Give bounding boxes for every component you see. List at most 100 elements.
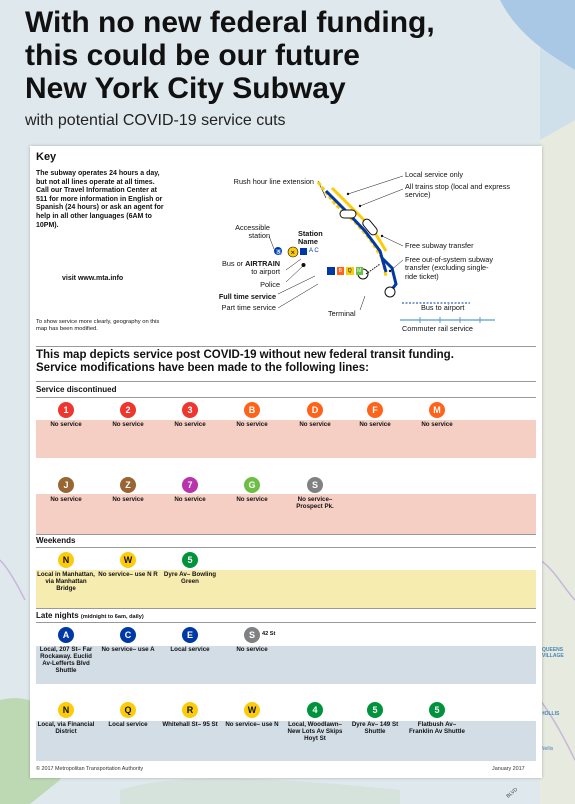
- late-nights-band-1: [36, 646, 536, 684]
- line-bullet-icon: N: [58, 552, 74, 568]
- line-service-description: No service: [359, 421, 391, 428]
- line-service-description: Dyre Av– 149 St Shuttle: [351, 721, 399, 735]
- divider: [36, 397, 536, 398]
- key-label-bus-airtrain: Bus or AIRTRAIN to airport: [222, 259, 280, 277]
- service-line-z: Z No service: [97, 477, 159, 503]
- line-service-description: Local, 207 St– Far Rockaway. Euclid Av-L…: [39, 646, 93, 674]
- line-service-description: No service– use N R: [98, 571, 158, 578]
- divider: [36, 346, 536, 347]
- service-line-a: A Local, 207 St– Far Rockaway. Euclid Av-…: [35, 627, 97, 674]
- line-service-description: Local, Woodlawn– New Lots Av Skips Hoyt …: [287, 721, 343, 742]
- key-label-bus-airport: Bus to airport: [421, 303, 465, 312]
- line-bullet-icon: 4: [307, 702, 323, 718]
- svg-text:✕: ✕: [290, 250, 295, 256]
- line-bullet-icon: F: [367, 402, 383, 418]
- key-terminal-bullets: B Q M: [327, 267, 363, 276]
- line-bullet-icon: D: [307, 402, 323, 418]
- headline: With no new federal funding, this could …: [25, 6, 565, 131]
- line-service-description: No service– Prospect Pk.: [296, 496, 334, 510]
- line-bullet-icon: E: [182, 627, 198, 643]
- key-label-full-time: Full time service: [218, 292, 276, 301]
- line-bullet-icon: 5: [429, 702, 445, 718]
- line-service-description: No service: [236, 421, 268, 428]
- key-label-out-of-system: Free out-of-system subway transfer (excl…: [405, 255, 493, 281]
- line-bullet-icon: S: [244, 627, 260, 643]
- headline-line-1: With no new federal funding,: [25, 6, 435, 39]
- service-line-n: N Local in Manhattan, via Manhattan Bridg…: [35, 552, 97, 592]
- line-service-description: No service: [50, 496, 82, 503]
- headline-subtitle: with potential COVID-19 service cuts: [25, 112, 286, 129]
- line-bullet-icon: 3: [182, 402, 198, 418]
- svg-text:VILLAGE: VILLAGE: [542, 653, 564, 659]
- line-bullet-icon: R: [182, 702, 198, 718]
- line-service-description: No service: [50, 421, 82, 428]
- key-label-local-only: Local service only: [405, 170, 463, 179]
- service-line-r: R Whitehall St– 95 St: [159, 702, 221, 728]
- key-label-station-lines: A C: [309, 248, 319, 254]
- late-nights-band-2: [36, 721, 536, 761]
- line-bullet-icon: 2: [120, 402, 136, 418]
- key-label-accessible: Accessible station: [235, 223, 270, 241]
- divider: [36, 547, 536, 548]
- key-diagram: ♿ ✕: [268, 175, 495, 323]
- map-label-queens-village: QUEENS: [542, 647, 564, 653]
- service-line-2: 2 No service: [97, 402, 159, 428]
- line-bullet-icon: 1: [58, 402, 74, 418]
- service-line-3: 3 No service: [159, 402, 221, 428]
- line-service-description: Whitehall St– 95 St: [162, 721, 218, 728]
- key-label-terminal: Terminal: [328, 309, 356, 318]
- weekends-band: [36, 570, 536, 608]
- key-label-free-transfer: Free subway transfer: [405, 241, 474, 250]
- section-discontinued-title: Service discontinued: [36, 385, 117, 394]
- service-line-d: D No service: [284, 402, 346, 428]
- line-service-description: No service: [236, 646, 268, 653]
- key-label-station-name: Station Name: [298, 229, 323, 246]
- line-bullet-icon: W: [244, 702, 260, 718]
- line-extra-label: 42 St: [262, 631, 276, 637]
- line-bullet-icon: N: [58, 702, 74, 718]
- line-bullet-icon: C: [120, 627, 136, 643]
- line-service-description: No service: [174, 421, 206, 428]
- service-line-c: C No service– use A: [97, 627, 159, 653]
- line-service-description: No service– use N: [225, 721, 279, 728]
- line-bullet-icon: G: [244, 477, 260, 493]
- line-service-description: No service: [236, 496, 268, 503]
- line-service-description: Flatbush Av– Franklin Av Shuttle: [409, 721, 465, 735]
- key-label-rush-hour: Rush hour line extension: [233, 177, 314, 186]
- service-line-4: 4 Local, Woodlawn– New Lots Av Skips Hoyt…: [284, 702, 346, 742]
- line-bullet-icon: 7: [182, 477, 198, 493]
- line-service-description: Local service: [170, 646, 210, 653]
- key-label-police: Police: [260, 280, 280, 289]
- service-line-w: W No service– use N R: [97, 552, 159, 578]
- service-statement: This map depicts service post COVID-19 w…: [36, 349, 454, 374]
- divider: [36, 381, 536, 382]
- key-label-part-time: Part time service: [221, 303, 276, 312]
- service-line-7: 7 No service: [159, 477, 221, 503]
- service-line-w: W No service– use N: [221, 702, 283, 728]
- line-service-description: No service: [421, 421, 453, 428]
- line-bullet-icon: S: [307, 477, 323, 493]
- discontinued-band-2: [36, 494, 536, 534]
- key-info-text: The subway operates 24 hours a day, but …: [36, 170, 164, 229]
- line-bullet-icon: W: [120, 552, 136, 568]
- service-line-q: Q Local service: [97, 702, 159, 728]
- key-label-commuter: Commuter rail service: [402, 324, 473, 333]
- line-bullet-icon: Q: [120, 702, 136, 718]
- discontinued-band-1: [36, 420, 536, 458]
- service-line-5: 5 Flatbush Av– Franklin Av Shuttle: [406, 702, 468, 735]
- service-line-j: J No service: [35, 477, 97, 503]
- headline-line-2: this could be our future: [25, 39, 360, 72]
- line-service-description: No service: [174, 496, 206, 503]
- line-bullet-icon: 5: [367, 702, 383, 718]
- svg-text:♿: ♿: [276, 248, 282, 255]
- service-line-s: S No service 42 St: [221, 627, 283, 653]
- line-service-description: Dyre Av– Bowling Green: [163, 571, 217, 585]
- service-line-5: 5 Dyre Av– 149 St Shuttle: [344, 702, 406, 735]
- line-bullet-icon: B: [244, 402, 260, 418]
- headline-line-3: New York City Subway: [25, 72, 346, 105]
- section-weekends-title: Weekends: [36, 536, 76, 545]
- service-line-m: M No service: [406, 402, 468, 428]
- line-bullet-icon: J: [58, 477, 74, 493]
- service-card: Key The subway operates 24 hours a day, …: [30, 146, 542, 778]
- divider: [36, 622, 536, 623]
